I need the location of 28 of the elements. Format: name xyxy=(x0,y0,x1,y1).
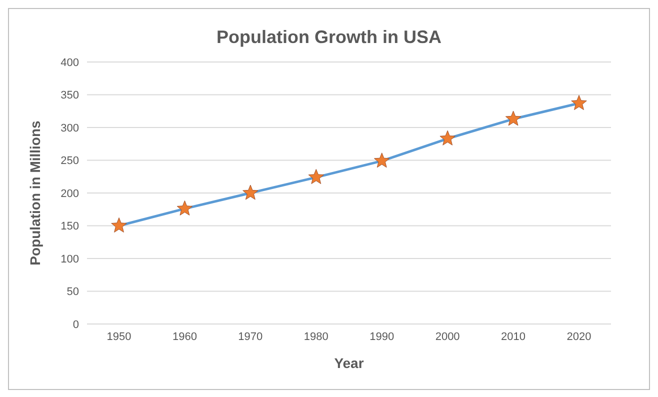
y-tick-label: 50 xyxy=(66,286,79,298)
point xyxy=(111,218,127,232)
point xyxy=(176,200,193,216)
x-tick-label: 2000 xyxy=(435,330,460,343)
y-tick-label: 200 xyxy=(60,188,79,200)
y-tick-label: 300 xyxy=(60,122,79,134)
x-tick-label: 1980 xyxy=(304,330,328,343)
x-tick-label: 1990 xyxy=(370,330,394,343)
y-tick-label: 400 xyxy=(60,56,79,69)
x-tick-label: 2010 xyxy=(501,330,526,343)
y-tick-label: 350 xyxy=(60,90,79,102)
y-tick-label: 250 xyxy=(60,155,79,168)
point xyxy=(374,152,390,168)
y-axis-title: Population in Millions xyxy=(26,120,43,266)
x-axis-title: Year xyxy=(334,355,364,371)
point xyxy=(571,95,587,110)
y-tick-label: 100 xyxy=(60,253,79,266)
point xyxy=(440,130,456,146)
point xyxy=(505,110,522,126)
x-tick-label: 1970 xyxy=(238,330,263,343)
point xyxy=(242,184,258,200)
x-tick-label: 2020 xyxy=(566,330,592,343)
point xyxy=(308,169,324,184)
y-tick-label: 150 xyxy=(60,220,79,233)
x-tick-label: 1950 xyxy=(106,330,132,343)
y-tick-label: 0 xyxy=(72,318,79,331)
chart-title: Population Growth in USA xyxy=(216,27,442,48)
x-tick-label: 1960 xyxy=(172,330,197,343)
